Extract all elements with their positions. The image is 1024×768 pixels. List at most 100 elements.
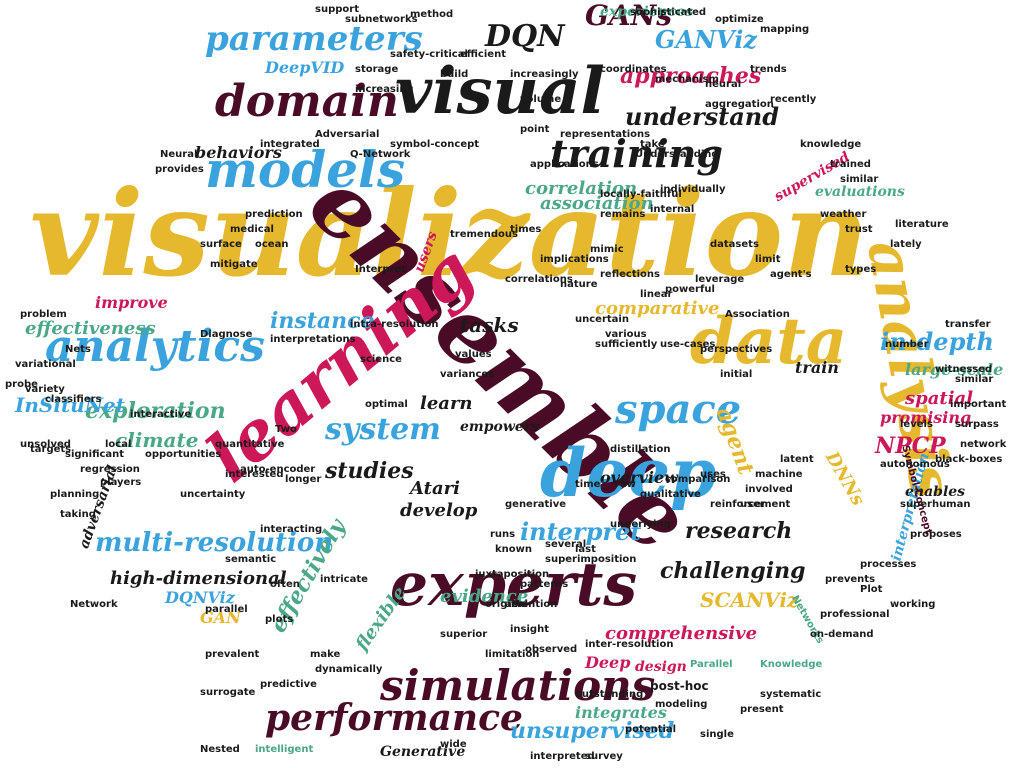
word-systematic: systematic xyxy=(760,689,822,700)
word-deep: Deep xyxy=(585,653,631,672)
word-weather: weather xyxy=(820,209,867,220)
word-underlying: underlying xyxy=(610,519,671,530)
word-two: Two xyxy=(275,424,297,435)
word-interacting: interacting xyxy=(260,524,323,535)
word-involved: involved xyxy=(745,484,793,495)
word-agent-s: agent's xyxy=(770,269,812,280)
word-spatial: spatial xyxy=(905,388,974,409)
word-survey: survey xyxy=(585,751,623,762)
word-opportunities: opportunities xyxy=(145,449,222,460)
word-behaviors: behaviors xyxy=(195,143,282,162)
word-raw: raw xyxy=(615,479,636,490)
word-integrates: integrates xyxy=(575,703,667,722)
word-build: build xyxy=(440,69,469,80)
word-similar: similar xyxy=(955,374,994,385)
word-interpret: interpret xyxy=(520,517,642,546)
word-unsupervised: unsupervised xyxy=(510,718,675,744)
word-unsolved: unsolved xyxy=(20,439,71,450)
word-individually: individually xyxy=(660,184,726,195)
word-inter-resolution: inter-resolution xyxy=(585,639,674,650)
word-diagnose: Diagnose xyxy=(200,329,253,340)
word-datasets: datasets xyxy=(710,239,759,250)
word-intra-resolution: intra-resolution xyxy=(350,319,439,330)
word-reflections: reflections xyxy=(600,269,660,280)
word-correlations: correlations xyxy=(505,274,573,285)
word-present: present xyxy=(740,704,784,715)
word-auto-encoder: auto-encoder xyxy=(240,464,316,475)
word-witnessed: witnessed xyxy=(935,364,993,375)
word-superhuman: superhuman xyxy=(900,499,971,510)
word-nested: Nested xyxy=(200,744,240,755)
word-interested: interested xyxy=(225,469,284,480)
word-gan: GAN xyxy=(200,608,241,627)
word-mapping: mapping xyxy=(760,24,810,35)
word-increasingly: increasingly xyxy=(510,69,579,80)
word-support: support xyxy=(315,4,359,15)
word-training: training xyxy=(550,131,723,176)
word-storage: storage xyxy=(355,64,399,75)
word-coordinates: coordinates xyxy=(600,64,667,75)
word-association: association xyxy=(540,193,654,214)
word-domain: domain xyxy=(215,76,399,127)
word-probe: probe xyxy=(5,379,38,390)
word-approaches: approaches xyxy=(620,63,762,89)
word-surrogate: surrogate xyxy=(200,687,256,698)
word-evidence: evidence xyxy=(440,586,529,607)
word-patterns: patterns xyxy=(520,579,569,590)
word-surface: surface xyxy=(200,239,242,250)
word-integrated: integrated xyxy=(260,139,320,150)
word-uncertain: uncertain xyxy=(575,314,629,325)
word-prevalent: prevalent xyxy=(205,649,260,660)
word-user: user xyxy=(740,499,765,510)
word-generative: Generative xyxy=(380,744,466,760)
word-problem: problem xyxy=(20,309,67,320)
word-types: types xyxy=(845,264,877,275)
word-tasks: tasks xyxy=(460,313,519,337)
word-deepvid: DeepVID xyxy=(265,58,345,77)
word-space: space xyxy=(615,386,742,433)
word-variances: variances xyxy=(440,369,495,380)
word-mitigate: mitigate xyxy=(210,259,258,270)
word-processes: processes xyxy=(860,559,917,570)
word-point: point xyxy=(520,124,550,135)
word-dqnviz: DQNViz xyxy=(165,588,235,607)
word-high-dimensional: high-dimensional xyxy=(110,568,287,589)
word-powerful: powerful xyxy=(665,284,715,295)
word-deep: deep xyxy=(540,434,717,512)
word-superior: superior xyxy=(440,629,488,640)
word-longer: longer xyxy=(285,474,322,485)
word-provides: provides xyxy=(155,164,204,175)
word-tremendous: tremendous xyxy=(450,229,518,240)
word-insight: insight xyxy=(510,624,549,635)
word-last: last xyxy=(575,544,596,555)
word-modeling: modeling xyxy=(655,699,708,710)
word-scanviz: SCANViz xyxy=(700,588,799,612)
word-visualization: visualization xyxy=(30,164,870,303)
word-medical: medical xyxy=(230,224,274,235)
word-nature: nature xyxy=(560,279,598,290)
word-multi-resolution: multi-resolution xyxy=(95,528,334,558)
word-subnetworks: subnetworks xyxy=(345,14,418,25)
word-network: network xyxy=(960,439,1007,450)
word-trends: trends xyxy=(750,64,787,75)
word-insitunet: InSituNet xyxy=(15,393,125,417)
word-atari: Atari xyxy=(410,478,460,499)
word-promising: promising xyxy=(880,408,972,427)
word-interpret: Interpret xyxy=(355,264,406,275)
word-players: players xyxy=(100,477,142,488)
word-visual: visual xyxy=(395,54,605,129)
word-levels: levels xyxy=(900,419,933,430)
word-limitation: limitation xyxy=(485,649,540,660)
word-comparative: comparative xyxy=(595,298,720,319)
word-npcp: NPCP xyxy=(875,433,946,459)
word-empowers: empowers xyxy=(460,419,540,435)
word-dqn: DQN xyxy=(485,19,565,54)
word-single: single xyxy=(700,729,734,740)
word-neural: Neural xyxy=(160,149,198,160)
word-taking: taking xyxy=(60,509,96,520)
word-juxtaposition: juxtaposition xyxy=(475,569,550,580)
word-wide: wide xyxy=(440,739,467,750)
word-professional: professional xyxy=(820,609,890,620)
word-attention: attention xyxy=(505,599,558,610)
